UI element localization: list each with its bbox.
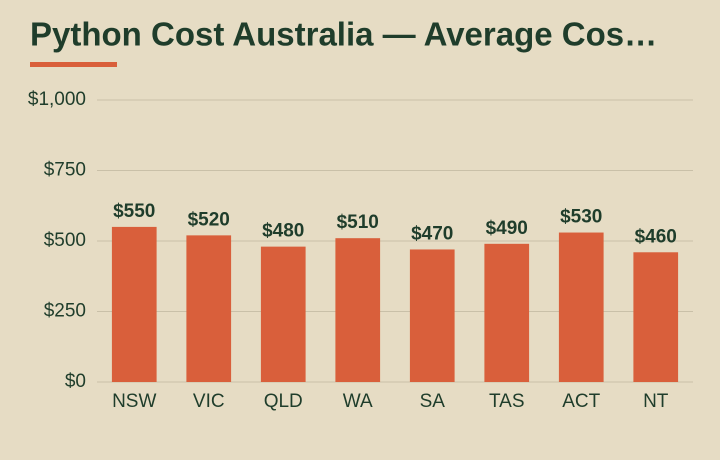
x-tick-label: QLD	[264, 391, 303, 412]
y-tick-label: $500	[44, 230, 86, 251]
x-tick-label: NT	[643, 391, 669, 412]
x-tick-label: NSW	[112, 391, 156, 412]
value-label: $530	[560, 207, 602, 228]
value-label: $470	[411, 223, 453, 244]
bar	[633, 252, 679, 382]
value-label: $520	[188, 209, 230, 230]
title-underline	[30, 62, 117, 67]
x-tick-label: SA	[420, 391, 446, 412]
bar	[409, 249, 455, 382]
y-tick-label: $750	[44, 160, 86, 181]
x-tick-label: ACT	[562, 391, 600, 412]
value-label: $550	[113, 201, 155, 222]
bar	[484, 243, 530, 382]
bar	[111, 226, 157, 382]
chart-title: Python Cost Australia — Average Cos…	[30, 16, 657, 53]
x-tick-label: WA	[343, 391, 373, 412]
bar	[335, 238, 381, 382]
bar	[558, 232, 604, 382]
y-tick-label: $0	[65, 371, 86, 392]
value-label: $510	[337, 212, 379, 233]
y-tick-label: $1,000	[28, 89, 86, 110]
x-tick-label: TAS	[489, 391, 525, 412]
x-tick-label: VIC	[193, 391, 225, 412]
value-label: $490	[486, 218, 528, 239]
value-label: $480	[262, 221, 304, 242]
bar	[260, 246, 306, 382]
bar	[186, 235, 232, 382]
value-label: $460	[635, 226, 677, 247]
y-tick-label: $250	[44, 301, 86, 322]
